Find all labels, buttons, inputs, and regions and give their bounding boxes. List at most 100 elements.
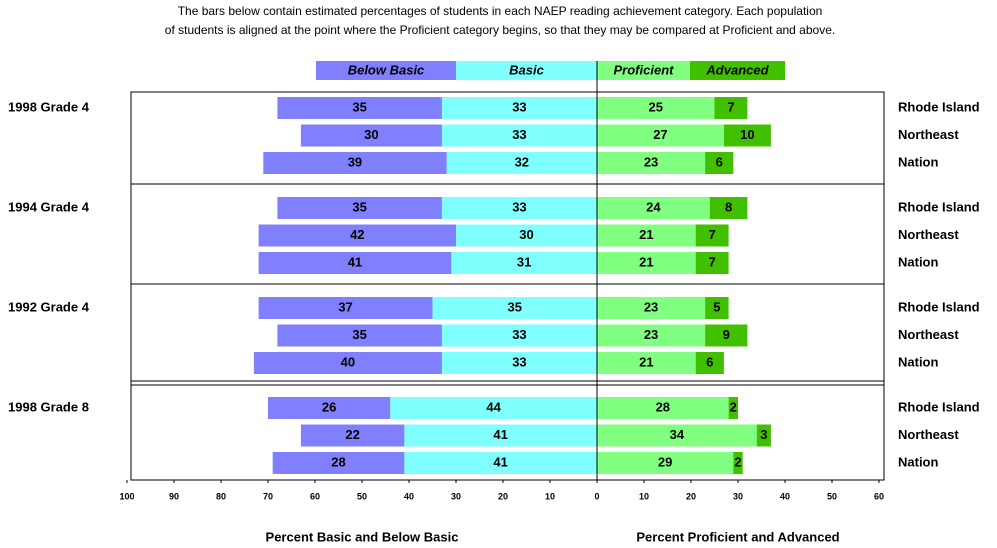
bar-segment [597, 97, 715, 119]
bar-segment [705, 324, 748, 347]
row-label: Nation [898, 454, 939, 469]
bar-segment [597, 324, 706, 347]
x-tick-label: 100 [119, 491, 134, 501]
bar-value-label: 23 [644, 327, 658, 342]
bar-segment [300, 424, 405, 447]
bar-value-label: 6 [706, 354, 713, 369]
bar-segment [277, 97, 442, 119]
bar-segment [723, 124, 771, 147]
bar-segment [597, 352, 696, 374]
legend-swatch [456, 61, 597, 80]
bar-segment [263, 152, 447, 174]
legend-label: Proficient [614, 62, 675, 77]
legend-label: Advanced [705, 62, 769, 77]
bar-segment [733, 452, 743, 474]
bar-value-label: 8 [725, 199, 732, 214]
bar-segment [695, 224, 729, 247]
group-label: 1992 Grade 4 [8, 299, 90, 314]
group-label: 1998 Grade 4 [8, 99, 90, 114]
bar-value-label: 7 [709, 254, 716, 269]
bar-segment [597, 424, 757, 447]
bar-segment [446, 152, 597, 174]
bar-segment [695, 252, 729, 274]
bar-value-label: 2 [734, 454, 741, 469]
bar-segment [272, 452, 405, 474]
bar-segment [597, 124, 724, 147]
x-tick-label: 40 [780, 491, 790, 501]
bar-value-label: 7 [709, 227, 716, 242]
x-tick-label: 0 [594, 491, 599, 501]
bar-segment [300, 124, 442, 147]
bar-value-label: 25 [649, 99, 663, 114]
bar-value-label: 40 [341, 354, 355, 369]
bar-value-label: 2 [730, 399, 737, 414]
bar-segment [597, 297, 706, 319]
bar-value-label: 24 [646, 199, 661, 214]
x-axis-label: Percent Proficient and Advanced [636, 529, 839, 544]
bar-value-label: 41 [348, 254, 362, 269]
bar-segment [597, 452, 734, 474]
bar-segment [404, 424, 597, 447]
bar-value-label: 35 [352, 199, 366, 214]
bar-value-label: 33 [512, 354, 526, 369]
bar-segment [258, 252, 452, 274]
bar-value-label: 7 [727, 99, 734, 114]
x-tick-label: 50 [827, 491, 837, 501]
legend-label: Basic [509, 62, 544, 77]
bar-segment [441, 197, 597, 219]
bar-segment [705, 152, 734, 174]
bar-value-label: 21 [639, 254, 653, 269]
bar-value-label: 27 [653, 127, 667, 142]
bar-value-label: 6 [716, 154, 723, 169]
row-label: Nation [898, 254, 939, 269]
legend-swatch [690, 61, 785, 80]
bar-segment [456, 224, 597, 247]
title-line: of students is aligned at the point wher… [165, 23, 835, 37]
x-tick-label: 70 [263, 491, 273, 501]
bar-segment [597, 397, 729, 419]
bar-value-label: 21 [639, 227, 653, 242]
group-label: 1994 Grade 4 [8, 199, 90, 214]
bar-value-label: 22 [345, 427, 359, 442]
bar-value-label: 10 [740, 127, 754, 142]
bar-segment [597, 197, 710, 219]
row-label: Northeast [898, 227, 959, 242]
x-tick-label: 80 [216, 491, 226, 501]
bar-segment [705, 297, 729, 319]
bar-value-label: 30 [519, 227, 533, 242]
bar-segment [597, 152, 706, 174]
row-label: Northeast [898, 427, 959, 442]
bar-value-label: 35 [508, 299, 522, 314]
bar-segment [441, 124, 597, 147]
bar-segment [695, 352, 724, 374]
bar-value-label: 35 [352, 99, 366, 114]
bar-value-label: 21 [639, 354, 653, 369]
bar-value-label: 28 [656, 399, 670, 414]
bar-segment [597, 252, 696, 274]
bar-segment [268, 397, 391, 419]
bar-value-label: 3 [760, 427, 767, 442]
x-tick-label: 90 [169, 491, 179, 501]
bar-segment [441, 97, 597, 119]
bar-value-label: 42 [350, 227, 364, 242]
bar-value-label: 33 [512, 99, 526, 114]
x-tick-label: 20 [498, 491, 508, 501]
row-label: Northeast [898, 127, 959, 142]
bar-segment [258, 224, 456, 247]
bar-value-label: 33 [512, 199, 526, 214]
x-tick-label: 30 [733, 491, 743, 501]
x-tick-label: 60 [310, 491, 320, 501]
bar-value-label: 9 [723, 327, 730, 342]
row-label: Nation [898, 154, 939, 169]
x-tick-label: 20 [686, 491, 696, 501]
bar-segment [709, 197, 748, 219]
row-label: Rhode Island [898, 99, 980, 114]
bar-value-label: 26 [322, 399, 336, 414]
bar-segment [432, 297, 597, 319]
legend-label: Below Basic [348, 62, 425, 77]
x-tick-label: 10 [639, 491, 649, 501]
row-label: Rhode Island [898, 299, 980, 314]
bar-segment [728, 397, 738, 419]
x-tick-label: 50 [357, 491, 367, 501]
